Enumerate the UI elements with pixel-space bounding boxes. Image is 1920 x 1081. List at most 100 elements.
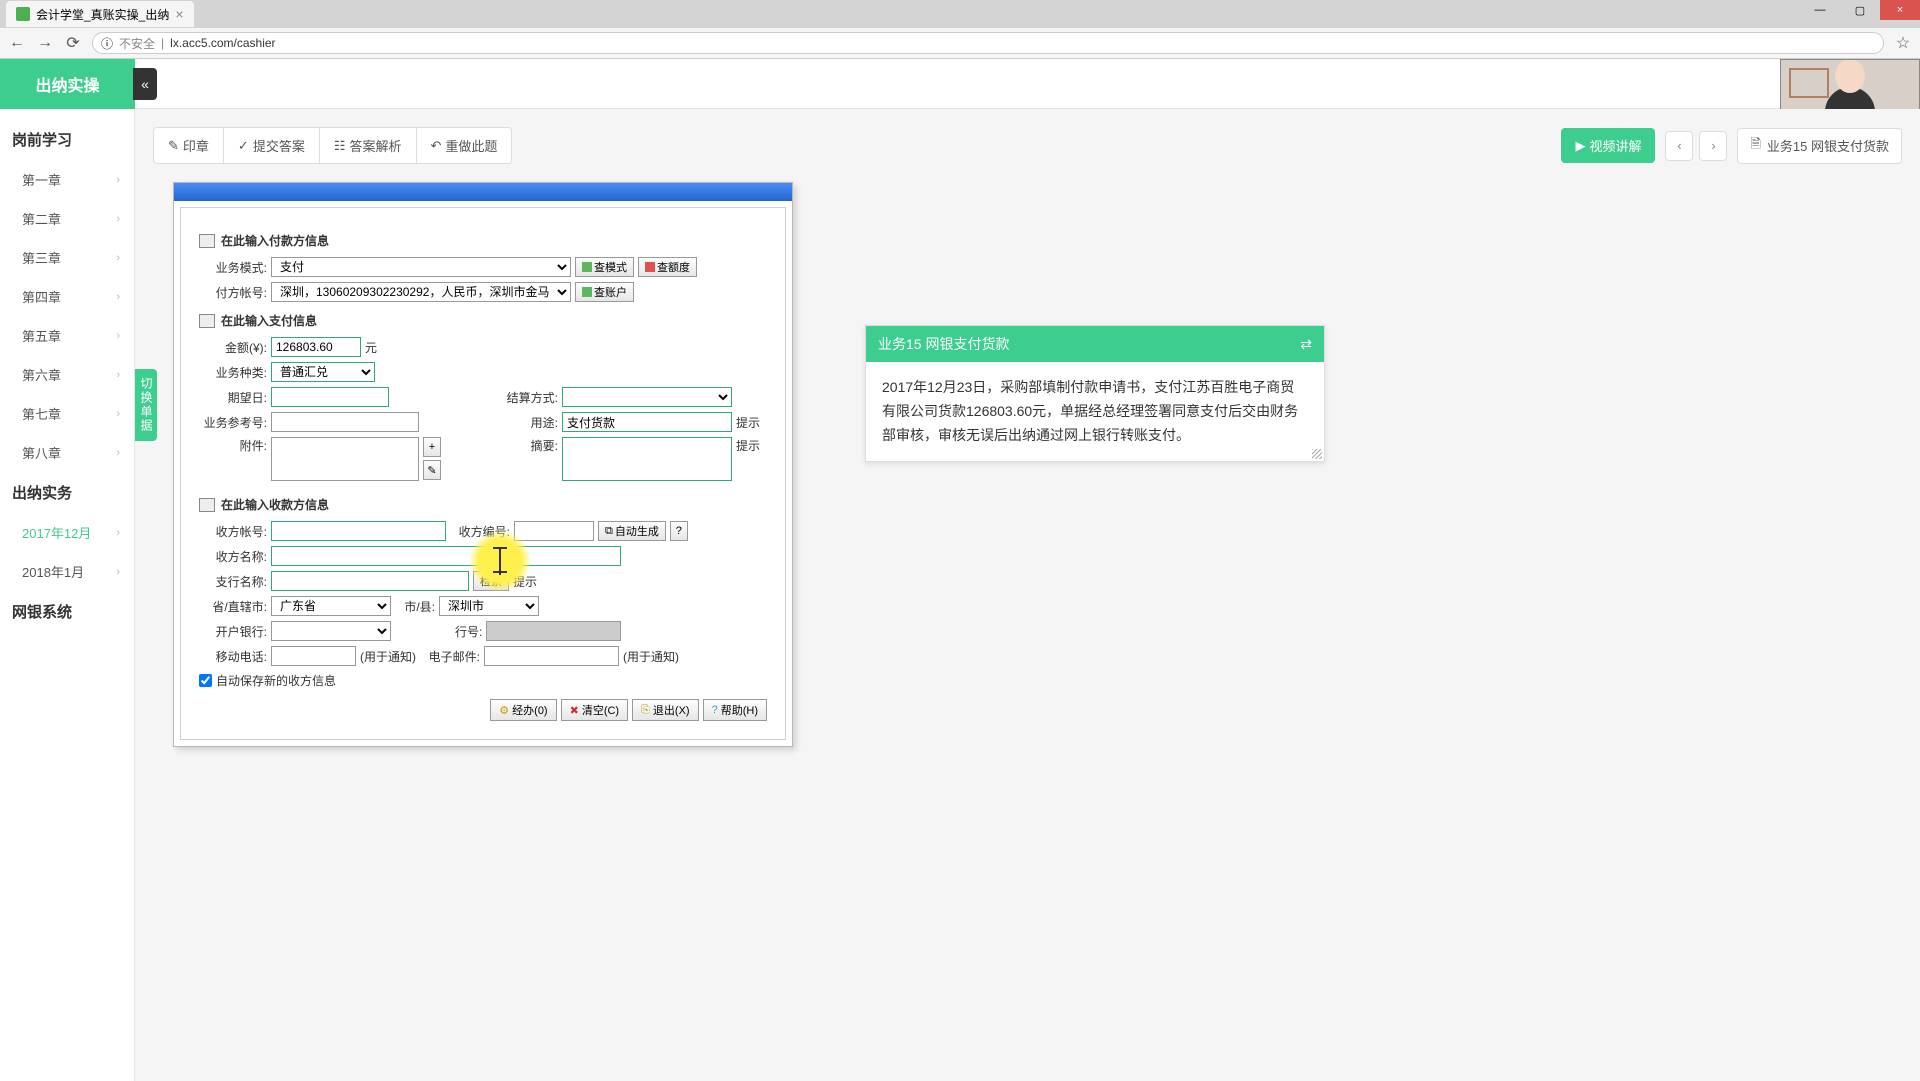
email-input[interactable]: [484, 646, 619, 666]
search-branch-button[interactable]: 检索: [473, 571, 509, 591]
expect-date-input[interactable]: [271, 387, 389, 407]
pager-next-button[interactable]: ›: [1699, 131, 1727, 161]
purpose-label: 用途:: [498, 414, 558, 431]
payer-acct-label: 付方帐号:: [199, 284, 267, 301]
attach-label: 附件:: [199, 437, 267, 454]
payee-name-input[interactable]: [271, 546, 621, 566]
bank-select[interactable]: [271, 621, 391, 641]
sidebar-item-chapter[interactable]: 第八章›: [0, 433, 134, 472]
task-tooltip: 业务15 网银支付货款 ⇄ 2017年12月23日，采购部填制付款申请书，支付江…: [865, 325, 1325, 462]
sidebar-item-chapter[interactable]: 第六章›: [0, 355, 134, 394]
purpose-input[interactable]: [562, 412, 732, 432]
sidebar-item-chapter[interactable]: 第二章›: [0, 199, 134, 238]
purpose-hint[interactable]: 提示: [736, 414, 760, 431]
payment-section-head: 在此输入支付信息: [199, 312, 767, 329]
process-icon: ⚙: [499, 704, 509, 717]
branch-label: 支行名称:: [199, 573, 267, 590]
transfer-form-window: 在此输入付款方信息 业务模式: 支付 查模式 查额度 付方帐号: 深圳，1306…: [173, 182, 793, 747]
payer-icon: [199, 234, 215, 248]
settle-label: 结算方式:: [498, 389, 558, 406]
chevron-right-icon: ›: [116, 330, 120, 342]
autosave-label: 自动保存新的收方信息: [216, 672, 336, 689]
payer-section-head: 在此输入付款方信息: [199, 232, 767, 249]
sidebar-item-month[interactable]: 2017年12月›: [0, 513, 134, 552]
sidebar-section-prestudy: 岗前学习: [0, 119, 134, 160]
help-button[interactable]: ?帮助(H): [703, 699, 767, 721]
pager-prev-button[interactable]: ‹: [1665, 131, 1693, 161]
answer-analysis-button[interactable]: ☷答案解析: [320, 128, 417, 163]
sidebar-item-chapter[interactable]: 第一章›: [0, 160, 134, 199]
window-minimize[interactable]: —: [1800, 0, 1840, 20]
window-close[interactable]: ×: [1880, 0, 1920, 20]
bank-label: 开户银行:: [199, 623, 267, 640]
check-acct-button[interactable]: 查账户: [575, 282, 634, 302]
autosave-checkbox[interactable]: [199, 674, 212, 687]
payee-code-input[interactable]: [514, 521, 594, 541]
tab-close-icon[interactable]: ×: [175, 6, 183, 22]
sidebar: 岗前学习 第一章›第二章›第三章›第四章›第五章›第六章›第七章›第八章› 出纳…: [0, 109, 135, 1081]
payer-acct-select[interactable]: 深圳，13060209302230292，人民币，深圳市金马商贸有限公司: [271, 282, 571, 302]
payee-acct-input[interactable]: [271, 521, 446, 541]
redo-icon: ↶: [431, 138, 442, 154]
attach-edit-button[interactable]: ✎: [423, 460, 441, 480]
task-tip-body: 2017年12月23日，采购部填制付款申请书，支付江苏百胜电子商贸有限公司货款1…: [866, 362, 1324, 461]
sidebar-item-chapter[interactable]: 第四章›: [0, 277, 134, 316]
form-titlebar: [174, 183, 792, 201]
payee-icon: [199, 498, 215, 512]
biz-type-label: 业务种类:: [199, 364, 267, 381]
nav-back-icon[interactable]: ←: [8, 34, 26, 52]
sidebar-item-chapter[interactable]: 第七章›: [0, 394, 134, 433]
sidebar-item-chapter[interactable]: 第三章›: [0, 238, 134, 277]
city-select[interactable]: 深圳市: [439, 596, 539, 616]
browser-tab[interactable]: 会计学堂_真账实操_出纳 ×: [6, 1, 194, 27]
sidebar-item-chapter[interactable]: 第五章›: [0, 316, 134, 355]
task-pill[interactable]: 🗎 业务15 网银支付货款: [1737, 128, 1902, 164]
submit-answer-button[interactable]: ✓提交答案: [224, 128, 320, 163]
exit-button[interactable]: ⎘退出(X): [632, 699, 698, 721]
analysis-icon: ☷: [334, 138, 346, 154]
redo-button[interactable]: ↶重做此题: [417, 128, 512, 163]
payee-section-head: 在此输入收款方信息: [199, 496, 767, 513]
clear-button[interactable]: ✖清空(C): [561, 699, 629, 721]
mobile-label: 移动电话:: [199, 648, 267, 665]
branch-hint[interactable]: 提示: [513, 573, 537, 590]
branch-input[interactable]: [271, 571, 469, 591]
check-mode-button[interactable]: 查模式: [575, 257, 634, 277]
amount-input[interactable]: [271, 337, 361, 357]
task-tip-toggle-icon[interactable]: ⇄: [1300, 336, 1312, 353]
nav-reload-icon[interactable]: ⟳: [64, 34, 82, 52]
url-box[interactable]: ⓘ 不安全 | lx.acc5.com/cashier: [92, 32, 1884, 54]
nav-forward-icon[interactable]: →: [36, 34, 54, 52]
stamp-button[interactable]: ✎印章: [154, 128, 224, 163]
province-select[interactable]: 广东省: [271, 596, 391, 616]
auto-generate-button[interactable]: ⧉自动生成: [598, 521, 666, 541]
attach-textarea[interactable]: [271, 437, 419, 481]
ref-input[interactable]: [271, 412, 419, 432]
mobile-hint: (用于通知): [360, 648, 416, 665]
sidebar-section-practice: 出纳实务: [0, 472, 134, 513]
city-label: 市/县:: [395, 598, 435, 615]
switch-doc-tab[interactable]: 切换单据: [135, 369, 157, 441]
sidebar-item-month[interactable]: 2018年1月›: [0, 552, 134, 591]
summary-hint[interactable]: 提示: [736, 437, 760, 454]
check-mode-icon: [582, 262, 592, 272]
biz-type-select[interactable]: 普通汇兑: [271, 362, 375, 382]
insecure-icon: ⓘ: [101, 35, 113, 52]
mobile-input[interactable]: [271, 646, 356, 666]
check-quota-button[interactable]: 查额度: [638, 257, 697, 277]
process-button[interactable]: ⚙经办(0): [490, 699, 556, 721]
sidebar-section-ebank: 网银系统: [0, 591, 134, 632]
video-explain-button[interactable]: ▶视频讲解: [1561, 128, 1655, 163]
resize-grip-icon[interactable]: [1312, 449, 1322, 459]
bookmark-icon[interactable]: ☆: [1894, 34, 1912, 52]
sidebar-collapse-button[interactable]: «: [133, 68, 157, 100]
attach-add-button[interactable]: +: [423, 437, 441, 457]
biz-mode-select[interactable]: 支付: [271, 257, 571, 277]
chevron-right-icon: ›: [116, 369, 120, 381]
bank-code-input: [486, 621, 621, 641]
chevron-right-icon: ›: [116, 447, 120, 459]
window-maximize[interactable]: ▢: [1840, 0, 1880, 20]
help-icon-button[interactable]: ?: [670, 521, 688, 541]
summary-textarea[interactable]: [562, 437, 732, 481]
settle-select[interactable]: [562, 387, 732, 407]
